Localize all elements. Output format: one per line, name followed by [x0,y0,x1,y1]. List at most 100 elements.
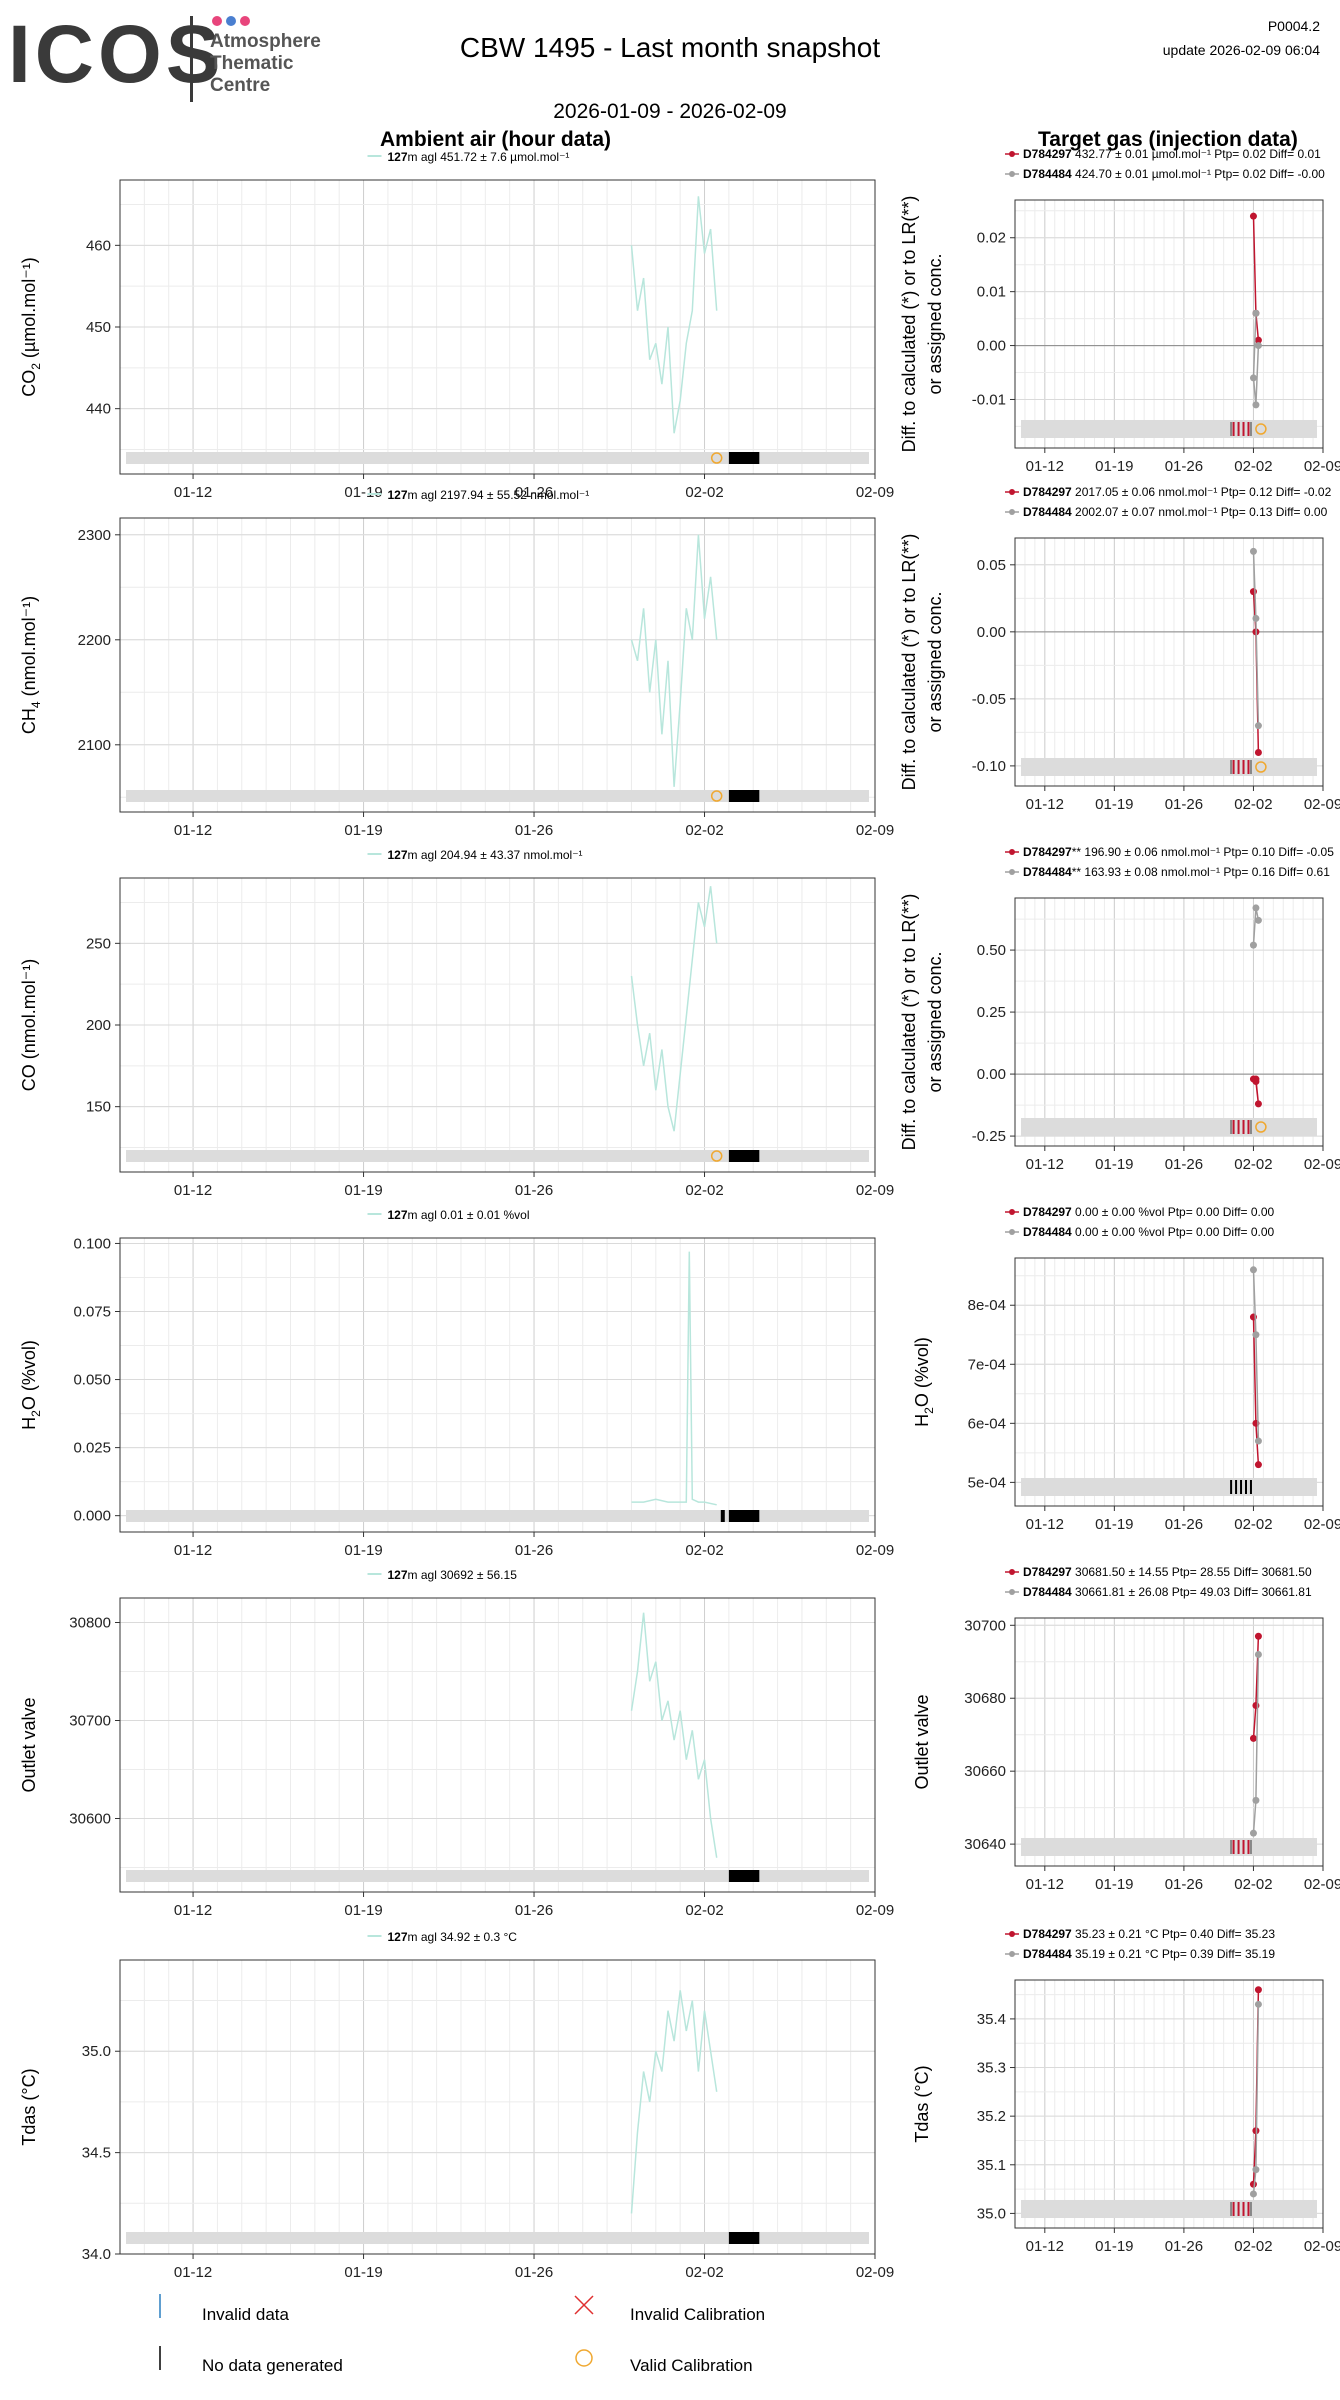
target-h2o-chart: 5e-04 6e-04 7e-04 8e-04 01-12 01-19 01-26 02-02… [912,1205,1340,1533]
valid-calibration-marker [710,1150,723,1162]
legend-text: D784484 30661.81 ± 26.08 Ptp= 49.03 Diff… [1023,1585,1312,1599]
target-point [1249,1734,1257,1742]
x-tick-label: 01-12 [174,2264,212,2281]
x-tick-label: 02-02 [1234,1156,1272,1173]
target-point [1254,916,1262,924]
target-point [1254,1100,1262,1108]
x-tick-label: 01-12 [1026,2238,1064,2255]
legend-text: D784297 30681.50 ± 14.55 Ptp= 28.55 Diff… [1023,1565,1312,1579]
y-axis-label: Outlet valve [912,1694,932,1789]
y-axis-label: Diff. to calculated (*) or to LR(**) [899,534,919,791]
x-tick-label: 01-19 [344,1542,382,1559]
y-tick-label: 0.01 [977,284,1006,301]
status-band [126,1150,869,1162]
logo-dot-2 [226,16,236,26]
logo-dot-3 [240,16,250,26]
series-legend: D784484** 163.93 ± 0.08 nmol.mol⁻¹ Ptp= … [1005,865,1330,879]
x-tick-label: 01-26 [515,1182,553,1199]
x-tick-label: 01-19 [1095,458,1133,475]
x-tick-label: 02-02 [1234,2238,1272,2255]
series-legend: D784484 424.70 ± 0.01 µmol.mol⁻¹ Ptp= 0.… [1005,167,1325,181]
series-legend: D784297 30681.50 ± 14.55 Ptp= 28.55 Diff… [1005,1565,1312,1579]
y-axis-label: CH4 (nmol.mol⁻¹) [19,596,43,734]
y-tick-label: 0.050 [73,1372,111,1389]
target-outlet-chart: 30640 30660 30680 30700 01-12 01-19 01-26 02-02… [912,1565,1340,1893]
target-point [1249,941,1257,949]
x-tick-label: 01-26 [1165,1516,1203,1533]
plot-area [120,518,875,812]
target-point [1254,336,1262,344]
plot-frame [119,1237,876,1533]
x-tick-label: 02-09 [856,1902,894,1919]
y-tick-label: 6e-04 [968,1415,1006,1432]
valid-calibration-icon [575,2349,593,2367]
y-tick-label: 30700 [69,1713,111,1730]
y-tick-label: 0.025 [73,1440,111,1457]
legend-invalid-data: Invalid data [202,2305,289,2324]
legend-point [1009,1931,1015,1937]
legend-text: 127m agl 0.01 ± 0.01 %vol [388,1208,530,1222]
legend-text: 127m agl 451.72 ± 7.6 µmol.mol⁻¹ [388,150,570,164]
plot-frame [119,1597,876,1893]
status-band [126,2232,869,2244]
y-tick-label: 30600 [69,1811,111,1828]
plot-area [1015,538,1323,786]
target-ch4-chart: -0.10 -0.05 0.00 0.05 01-12 01-19 01-26 02-02 02… [899,485,1340,813]
legend-point [1009,1209,1015,1215]
target-point [1254,1461,1262,1469]
x-tick-label: 01-12 [174,1542,212,1559]
y-axis-label: CO2 (µmol.mol⁻¹) [19,257,43,397]
plot-frame [1014,1257,1324,1507]
series-legend: D784297 35.23 ± 0.21 °C Ptp= 0.40 Diff= … [1005,1927,1275,1941]
series-legend: D784297 0.00 ± 0.00 %vol Ptp= 0.00 Diff=… [1005,1205,1275,1219]
y-tick-label: 440 [86,401,111,418]
x-tick-label: 02-09 [1304,2238,1340,2255]
y-tick-label: 0.25 [977,1004,1006,1021]
logo-subtitle: Atmosphere Thematic Centre [210,31,321,96]
x-tick-label: 01-26 [515,1902,553,1919]
target-point [1249,588,1257,596]
y-axis-label: or assigned conc. [925,253,945,394]
target-point [1252,1796,1260,1804]
ambient-series-line [630,886,718,1132]
no-data-marker [728,790,760,802]
status-band [126,1510,869,1522]
target-point [1249,1266,1257,1274]
x-tick-label: 02-02 [1234,796,1272,813]
x-tick-label: 01-26 [1165,796,1203,813]
ambient-series-line [630,1612,718,1858]
legend-point [1009,849,1015,855]
target-point [1249,547,1257,555]
x-tick-label: 01-12 [1026,1516,1064,1533]
y-tick-label: 35.2 [977,2108,1006,2125]
y-tick-label: 35.3 [977,2060,1006,2077]
target-series-line [1252,313,1260,405]
target-point [1252,309,1260,317]
target-point [1252,1331,1260,1339]
x-tick-label: 01-19 [344,484,382,501]
ambient-tdas-chart: 34.0 34.5 35.0 01-12 01-19 01-26 02-02 02-09 Tda… [19,1930,894,2281]
y-tick-label: 0.00 [977,1066,1006,1083]
plot-area [1015,898,1323,1146]
target-co2-chart: -0.01 0.00 0.01 0.02 01-12 01-19 01-26 02-02 02-… [899,147,1340,475]
series-legend: 127m agl 204.94 ± 43.37 nmol.mol⁻¹ [367,848,583,862]
y-tick-label: 200 [86,1017,111,1034]
ambient-series-line [631,1251,717,1506]
legend-text: D784484 35.19 ± 0.21 °C Ptp= 0.39 Diff= … [1023,1947,1275,1961]
target-point [1252,614,1260,622]
legend-text: D784297 35.23 ± 0.21 °C Ptp= 0.40 Diff= … [1023,1927,1275,1941]
valid-calibration-marker [710,452,723,464]
target-point [1254,1650,1262,1658]
x-tick-label: 01-12 [1026,1876,1064,1893]
y-tick-label: -0.10 [972,758,1006,775]
ambient-series-line [630,1990,718,2214]
status-band [1021,2200,1317,2218]
target-point [1252,401,1260,409]
y-tick-label: 150 [86,1099,111,1116]
logo-dot-1 [212,16,222,26]
y-axis-label: H2O (%vol) [19,1340,43,1430]
target-point [1254,1632,1262,1640]
x-tick-label: 01-26 [1165,458,1203,475]
y-tick-label: 2100 [78,737,111,754]
x-tick-label: 01-12 [174,484,212,501]
